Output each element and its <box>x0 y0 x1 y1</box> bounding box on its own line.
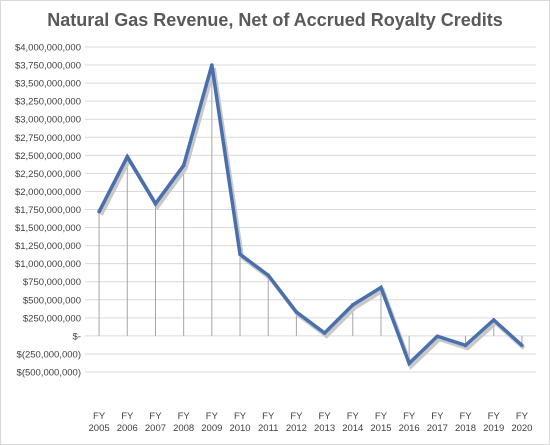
y-tick-label: $3,250,000,000 <box>15 97 81 108</box>
series-shadow-line <box>99 67 526 370</box>
y-tick-label: $250,000,000 <box>23 313 81 324</box>
data-point <box>379 285 383 290</box>
y-tick-label: $1,500,000,000 <box>15 223 81 234</box>
series-shadow <box>99 67 526 370</box>
y-tick-label: $1,750,000,000 <box>15 205 81 216</box>
y-tick-label: $500,000,000 <box>23 295 81 306</box>
x-tick-label: FY <box>234 411 247 422</box>
x-tick-label: FY <box>178 411 191 422</box>
x-tick-label: 2020 <box>511 423 532 434</box>
chart-title: Natural Gas Revenue, Net of Accrued Roya… <box>47 10 503 30</box>
data-point <box>181 163 186 168</box>
data-point <box>238 252 242 257</box>
x-tick-label: FY <box>516 411 529 422</box>
x-tick-label: FY <box>290 411 303 422</box>
x-tick-label: FY <box>459 411 472 422</box>
x-tick-label: 2007 <box>145 423 166 434</box>
y-tick-label: $1,250,000,000 <box>15 241 81 252</box>
series-line <box>97 64 524 367</box>
x-tick-label: 2011 <box>258 423 278 434</box>
series-revenue <box>97 63 526 370</box>
x-tick-label: 2012 <box>286 423 307 434</box>
y-tick-label: $4,000,000,000 <box>15 43 81 54</box>
data-point <box>491 318 496 322</box>
x-tick-label: FY <box>262 411 275 422</box>
x-tick-label: 2009 <box>201 423 222 434</box>
data-point <box>520 343 524 348</box>
data-point <box>153 201 158 206</box>
y-tick-label: $(250,000,000) <box>17 349 81 360</box>
y-tick-label: $2,750,000,000 <box>15 133 81 144</box>
x-tick-label: 2008 <box>173 423 194 434</box>
x-tick-label: 2018 <box>455 423 476 434</box>
y-tick-label: $2,500,000,000 <box>15 151 81 162</box>
data-point <box>350 303 355 307</box>
x-tick-label: FY <box>93 411 106 422</box>
x-tick-label: FY <box>375 411 388 422</box>
data-point <box>407 361 411 366</box>
y-tick-label: $1,000,000,000 <box>15 259 81 270</box>
y-tick-label: $3,500,000,000 <box>15 79 81 90</box>
drop-lines <box>98 65 523 364</box>
x-tick-label: 2019 <box>483 423 504 434</box>
y-tick-label: $3,750,000,000 <box>15 61 81 72</box>
x-tick-label: FY <box>403 411 416 422</box>
x-tick-label: FY <box>149 411 162 422</box>
x-tick-label: 2013 <box>314 423 335 434</box>
x-tick-label: 2005 <box>89 423 110 434</box>
x-tick-label: FY <box>121 411 134 422</box>
y-axis: $4,000,000,000 $3,750,000,000 $3,500,000,0… <box>15 43 81 379</box>
x-tick-label: 2014 <box>342 423 363 434</box>
data-point <box>97 209 101 214</box>
data-point <box>125 154 130 159</box>
x-tick-label: FY <box>488 411 501 422</box>
x-tick-label: FY <box>206 411 219 422</box>
data-point <box>210 63 214 67</box>
y-tick-label: $(500,000,000) <box>17 368 81 379</box>
y-tick-label: $- <box>73 331 81 342</box>
data-point <box>435 334 440 339</box>
x-tick-label: 2010 <box>229 423 250 434</box>
x-tick-label: FY <box>347 411 360 422</box>
y-tick-label: $2,250,000,000 <box>15 169 81 180</box>
x-axis: FY2005FY2006FY2007FY2008FY2009FY2010FY20… <box>89 411 533 434</box>
y-tick-label: $2,000,000,000 <box>15 187 81 198</box>
data-point <box>463 343 468 348</box>
x-tick-label: 2016 <box>399 423 420 434</box>
gridlines <box>85 46 536 373</box>
data-point <box>266 273 271 278</box>
y-tick-label: $3,000,000,000 <box>15 115 81 126</box>
x-tick-label: FY <box>319 411 332 422</box>
x-tick-label: 2017 <box>427 423 448 434</box>
y-tick-label: $750,000,000 <box>23 277 81 288</box>
data-point <box>322 331 327 335</box>
x-tick-label: FY <box>431 411 444 422</box>
data-point <box>294 310 299 314</box>
x-tick-label: 2015 <box>370 423 391 434</box>
x-tick-label: 2006 <box>117 423 138 434</box>
